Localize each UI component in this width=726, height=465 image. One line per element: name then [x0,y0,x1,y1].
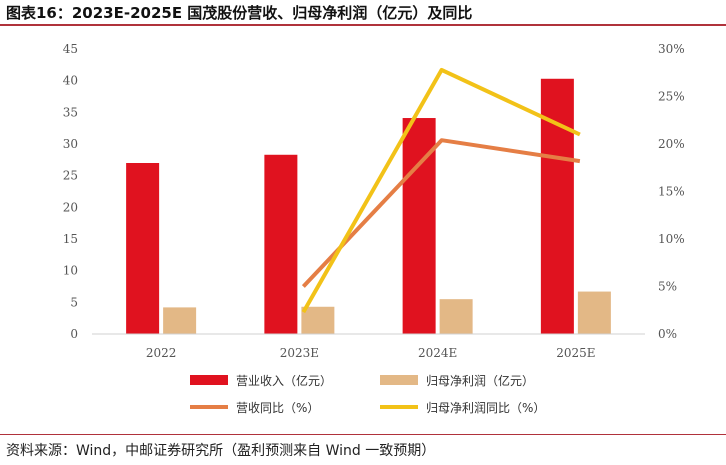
profit-bar [163,307,197,334]
y-left-tick-label: 35 [63,105,78,119]
x-tick-label: 2023E [280,346,319,360]
x-tick-label: 2022 [146,346,177,360]
legend-label: 营收同比（%） [236,401,319,415]
y-right-tick-label: 10% [658,232,685,246]
x-tick-label: 2024E [418,346,457,360]
legend-label: 归母净利润（亿元） [426,373,534,388]
profit-yoy-line [301,67,581,314]
revenue-bar [126,163,160,334]
y-left-tick-label: 45 [63,42,78,56]
y-left-tick-label: 20 [63,200,78,214]
revenue-bar [264,154,298,334]
source-note: 资料来源：Wind，中邮证券研究所（盈利预测来自 Wind 一致预期） [6,443,436,459]
source-rule [0,434,726,435]
y-left-tick-label: 40 [63,74,78,88]
y-left-tick-label: 15 [63,232,78,246]
profit-bar [439,299,473,334]
y-right-tick-label: 20% [658,137,685,151]
profit-bar [577,291,611,334]
y-left-tick-label: 0 [70,327,78,341]
chart-title: 图表16：2023E-2025E 国茂股份营收、归母净利润（亿元）及同比 [6,4,473,22]
profit-bar [301,306,335,334]
chart: 0 5 10 15 20 25 30 35 40 45 0% 5% 10% 15% 20% 25% 30% 202… [63,42,685,415]
y-right-tick-label: 25% [658,90,685,104]
y-right-tick-label: 0% [658,327,677,341]
y-left-tick-label: 5 [70,295,78,309]
legend-swatch [190,375,228,385]
y-right-tick-label: 5% [658,280,677,294]
title-rule [0,24,726,26]
y-left-tick-label: 10 [63,264,78,278]
legend-swatch [380,375,418,385]
y-left-tick-label: 30 [63,137,78,151]
legend-label: 归母净利润同比（%） [426,401,545,415]
legend-label: 营业收入（亿元） [236,373,332,388]
revenue-yoy-line [301,138,581,288]
revenue-bar [540,78,574,334]
y-right-tick-label: 15% [658,185,685,199]
y-left-tick-label: 25 [63,169,78,183]
y-right-tick-label: 30% [658,42,685,56]
x-tick-label: 2025E [556,346,595,360]
